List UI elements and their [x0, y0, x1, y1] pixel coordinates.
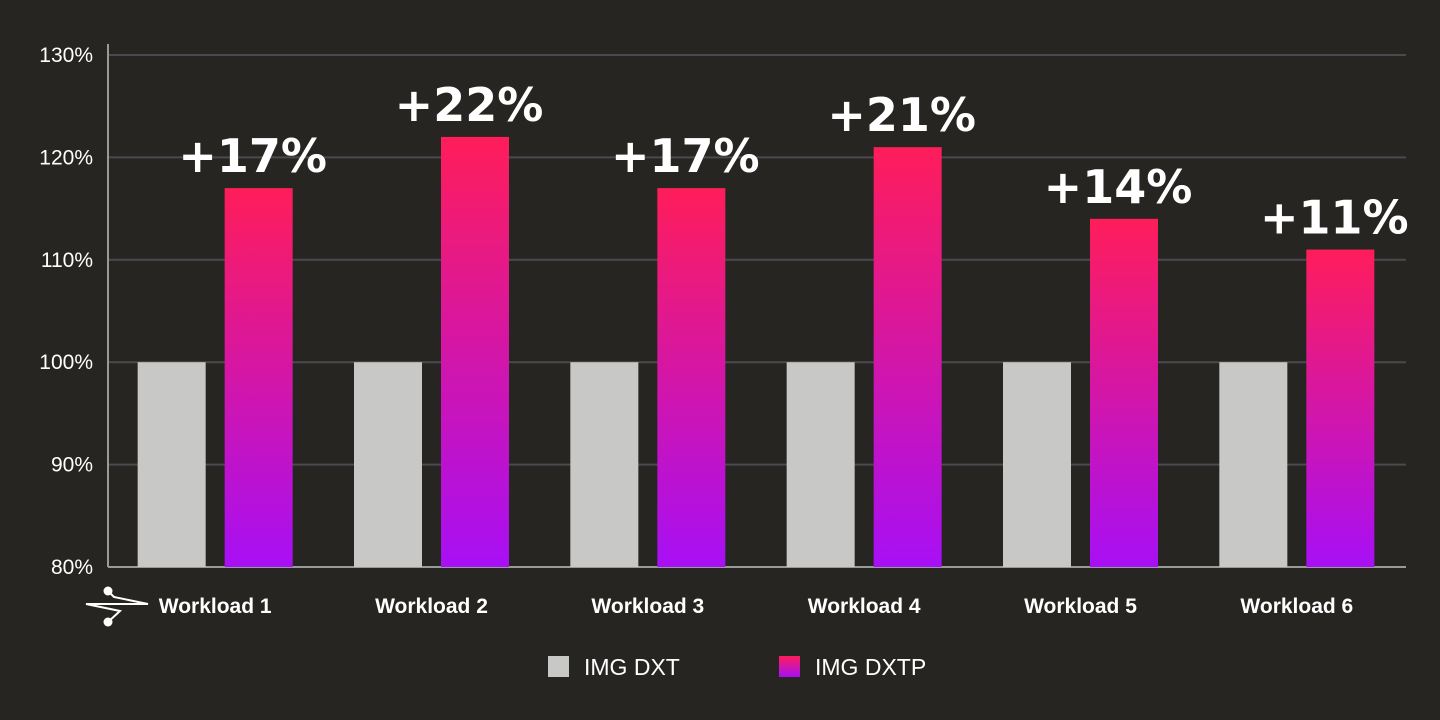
bar-img-dxt: [786, 362, 855, 567]
axis-break-icon: [85, 586, 149, 627]
labels: 80% 90% 100% 110% 120% 130% +17% Workload 1 +22%…: [39, 44, 1408, 618]
bar-img-dxt: [354, 362, 422, 567]
data-label: +11%: [1260, 191, 1409, 245]
data-label: +14%: [1044, 160, 1193, 214]
y-tick-label: 80%: [51, 556, 93, 579]
bar-img-dxtp: [1090, 218, 1158, 567]
x-tick-label: Workload 5: [1024, 595, 1137, 618]
legend-img-dxt-label: IMG DXT: [584, 654, 680, 680]
y-tick-label: 130%: [39, 44, 93, 67]
bar-img-dxt: [570, 362, 639, 567]
data-label: +21%: [827, 88, 976, 142]
axes: [107, 44, 1406, 568]
bar-img-dxtp: [441, 136, 509, 568]
bar-img-dxtp: [873, 147, 942, 567]
x-tick-label: Workload 4: [808, 595, 921, 618]
bars: [137, 136, 1375, 568]
data-label: +22%: [395, 78, 544, 132]
y-tick-label: 120%: [39, 146, 93, 169]
x-tick-label: Workload 6: [1240, 595, 1353, 618]
x-tick-label: Workload 2: [375, 595, 488, 618]
x-tick-label: Workload 1: [159, 595, 272, 618]
bar-img-dxt: [137, 362, 206, 567]
y-tick-label: 110%: [41, 249, 93, 272]
bar-img-dxt: [1219, 362, 1288, 567]
legend-img-dxtp-swatch: [779, 656, 800, 677]
legend: IMG DXT IMG DXTP: [548, 654, 926, 680]
x-tick-label: Workload 3: [591, 595, 704, 618]
bar-img-dxt: [1003, 362, 1071, 567]
data-label: +17%: [178, 129, 327, 183]
bar-img-dxtp: [224, 188, 293, 567]
legend-img-dxtp-label: IMG DXTP: [815, 654, 926, 680]
y-tick-label: 100%: [39, 351, 93, 374]
grid: [108, 54, 1406, 466]
legend-img-dxt-swatch: [548, 656, 569, 677]
bar-img-dxtp: [1306, 249, 1375, 567]
y-tick-label: 90%: [51, 454, 93, 477]
data-label: +17%: [611, 129, 760, 183]
bar-img-dxtp: [657, 188, 726, 567]
